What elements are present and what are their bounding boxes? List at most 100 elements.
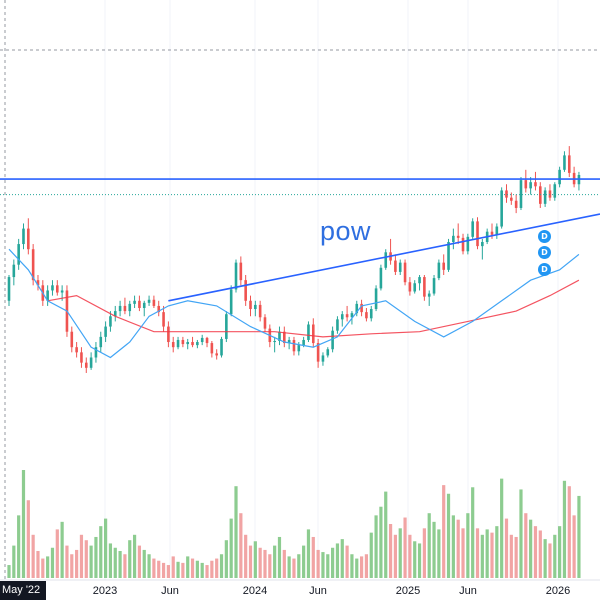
candle-body xyxy=(210,343,214,354)
candle-body xyxy=(263,317,267,329)
candle-body xyxy=(543,190,547,204)
candle-body xyxy=(196,342,199,346)
candle xyxy=(423,275,426,301)
candle xyxy=(94,342,98,363)
volume-bar xyxy=(268,554,272,578)
candle xyxy=(567,146,571,178)
volume-bar xyxy=(181,562,185,578)
candle xyxy=(36,275,40,291)
volume-bar xyxy=(485,529,489,578)
chart-annotation-text[interactable]: pow xyxy=(320,216,372,246)
trendline[interactable] xyxy=(168,213,600,302)
volume-bar xyxy=(292,558,296,578)
candle xyxy=(200,334,204,346)
candle xyxy=(558,166,561,188)
x-tick-label: Jun xyxy=(309,585,327,597)
candle-body xyxy=(94,347,98,358)
volume-bar xyxy=(161,562,166,578)
grid xyxy=(104,0,559,580)
candle-body xyxy=(36,280,40,286)
dividend-marker-icon[interactable]: D xyxy=(538,246,551,259)
volume-bar xyxy=(398,528,402,578)
volume-bar xyxy=(519,489,523,578)
sma-slow-line xyxy=(47,279,580,338)
candle xyxy=(529,177,532,195)
candle xyxy=(220,336,223,358)
candle xyxy=(403,259,407,286)
volume-bar xyxy=(345,545,349,578)
dividend-marker-icon[interactable]: D xyxy=(538,263,551,276)
volume-bar xyxy=(229,518,233,578)
volume-bar xyxy=(456,519,460,578)
candle-body xyxy=(408,282,412,292)
candle xyxy=(210,341,214,358)
volume-bar xyxy=(446,493,451,578)
candle xyxy=(292,336,296,356)
candle xyxy=(27,218,30,255)
volume-bar xyxy=(379,506,383,578)
volume-bar xyxy=(331,547,335,578)
volume-bar xyxy=(408,534,412,578)
candle-body xyxy=(398,262,402,272)
candle xyxy=(70,326,74,353)
candle xyxy=(394,254,397,275)
volume-bar xyxy=(282,549,286,578)
candle xyxy=(22,223,25,250)
candle-body xyxy=(442,262,445,270)
candle-body xyxy=(133,300,136,304)
candle xyxy=(229,285,233,317)
candle-body xyxy=(225,314,228,339)
candle-body xyxy=(27,228,30,250)
candle-body xyxy=(505,190,508,198)
candle xyxy=(104,321,107,343)
volume-bar xyxy=(128,540,132,578)
candle-body xyxy=(331,330,334,350)
candle xyxy=(244,275,247,306)
candle-body xyxy=(278,331,281,341)
candle-body xyxy=(534,182,537,187)
candle xyxy=(138,295,141,312)
candle-body xyxy=(142,302,146,308)
candle xyxy=(152,295,156,308)
volume-bar xyxy=(219,554,224,578)
candle-body xyxy=(374,288,378,310)
dividend-marker-icon[interactable]: D xyxy=(538,230,551,243)
volume-bar xyxy=(340,539,344,578)
candle xyxy=(379,264,383,291)
candle-body xyxy=(316,343,320,362)
candle-body xyxy=(340,314,344,320)
x-tick-label: 2024 xyxy=(243,585,267,597)
volume-bar xyxy=(157,560,161,578)
volume-bar xyxy=(31,534,35,578)
volume-bar xyxy=(113,547,117,578)
candle-body xyxy=(311,324,315,344)
candle xyxy=(413,280,417,294)
volume-bar xyxy=(393,534,397,578)
volume-bar xyxy=(480,534,484,578)
candle-body xyxy=(215,353,218,356)
candle xyxy=(437,259,441,281)
candle xyxy=(553,182,557,201)
volume-bar xyxy=(104,518,108,578)
candle xyxy=(181,336,185,348)
candle-body xyxy=(369,309,373,319)
volume-bar xyxy=(224,540,228,578)
candle-body xyxy=(283,331,286,344)
candle xyxy=(307,321,310,343)
candle-body xyxy=(56,285,59,293)
candle-body xyxy=(123,305,127,312)
candle-body xyxy=(22,228,25,245)
volume-bar xyxy=(94,536,98,578)
volume-bar xyxy=(55,529,59,578)
volume-bar xyxy=(263,549,267,578)
volume-bar xyxy=(359,556,364,578)
candle-body xyxy=(456,235,460,238)
volume-bar xyxy=(369,532,373,578)
candle xyxy=(374,285,378,312)
volume-bar xyxy=(475,528,480,578)
x-tick-label: 2026 xyxy=(546,585,570,597)
candle-body xyxy=(162,312,165,327)
candle xyxy=(326,347,330,358)
volume-bar xyxy=(524,513,528,578)
